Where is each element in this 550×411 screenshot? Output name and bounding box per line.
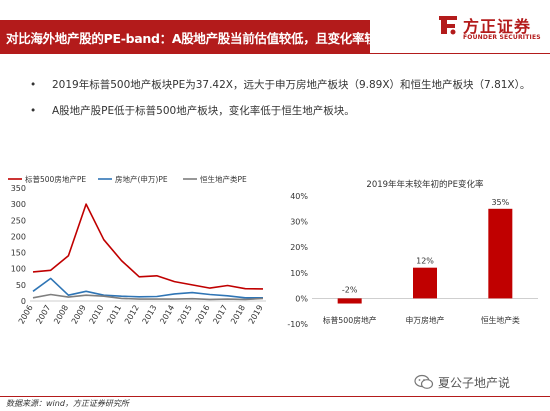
legend-label: 恒生地产类PE (200, 174, 247, 184)
y-tick-label: 150 (11, 249, 26, 258)
data-label: 35% (491, 198, 509, 207)
y-tick-label: 10% (290, 269, 308, 278)
watermark: 夏公子地产说 (414, 372, 510, 392)
watermark-text: 夏公子地产说 (438, 375, 511, 390)
chart-title: 2019年年末较年初的PE变化率 (366, 179, 484, 190)
x-tick-label: 2015 (176, 304, 194, 326)
wechat-icon (414, 374, 434, 389)
bar (337, 298, 362, 304)
y-tick-label: 200 (11, 232, 26, 241)
bullet-item: • 2019年标普500地产板块PE为37.42X，远大于申万房地产板块（9.8… (30, 78, 530, 92)
header-bar: 对比海外地产股的PE-band：A股地产股当前估值较低，且变化率较弱 方正证券 … (0, 0, 550, 54)
header-divider (370, 53, 550, 54)
bar (413, 267, 437, 299)
series-line (32, 203, 264, 290)
x-tick-label: 2009 (70, 304, 88, 326)
pe-change-bar-chart: 2019年年末较年初的PE变化率 -10% 0% 10% 20% 30% 40% -2% 标普5… (287, 179, 538, 329)
x-tick-label: 2010 (88, 304, 106, 326)
y-tick-label: 350 (11, 184, 26, 193)
title-banner (0, 20, 370, 54)
founder-logo-icon (439, 16, 457, 35)
y-tick-label: 0% (295, 294, 308, 303)
x-category-label: 标普500房地产 (323, 315, 377, 325)
y-tick-label: 250 (11, 216, 26, 225)
x-tick-label: 2018 (229, 304, 247, 326)
bullet-item: • A股地产股PE低于标普500地产板块，变化率低于恒生地产板块。 (30, 104, 530, 118)
x-tick-label: 2006 (17, 304, 35, 326)
x-tick-label: 2007 (34, 304, 52, 326)
y-tick-label: 100 (11, 265, 26, 274)
brand-name-en: FOUNDER SECURITIES (463, 34, 541, 41)
x-category-label: 申万房地产 (406, 315, 445, 325)
bullet-text: 2019年标普500地产板块PE为37.42X，远大于申万房地产板块（9.89X… (52, 79, 531, 91)
bullet-text: A股地产股PE低于标普500地产板块，变化率低于恒生地产板块。 (52, 105, 355, 117)
x-category-label: 恒生地产类 (481, 315, 520, 325)
x-tick-label: 2016 (194, 304, 212, 326)
page-title: 对比海外地产股的PE-band：A股地产股当前估值较低，且变化率较弱 (6, 31, 389, 46)
y-tick-label: 40% (290, 192, 308, 201)
x-tick-label: 2014 (158, 304, 176, 326)
footer-divider (0, 396, 550, 397)
brand-name: 方正证券 (463, 17, 532, 36)
y-tick-label: 300 (11, 200, 26, 209)
x-tick-label: 2019 (247, 304, 265, 326)
x-tick-label: 2017 (211, 304, 229, 326)
y-tick-label: 20% (290, 243, 308, 252)
legend-label: 标普500房地产PE (25, 174, 86, 184)
bullet-list: • 2019年标普500地产板块PE为37.42X，远大于申万房地产板块（9.8… (30, 78, 530, 130)
series-line (32, 293, 264, 301)
bar (488, 208, 513, 299)
legend-label: 房地产(申万)PE (115, 174, 168, 184)
pe-line-chart: 标普500房地产PE 房地产(申万)PE 恒生地产类PE 0 50 100 150 200 25… (8, 174, 266, 326)
source-note: 数据来源：wind，方正证券研究所 (6, 399, 129, 408)
bullet-marker: • (30, 79, 37, 91)
x-tick-label: 2008 (52, 304, 70, 326)
y-tick-label: -10% (287, 320, 308, 329)
bullet-marker: • (30, 105, 37, 117)
y-tick-label: 0 (21, 297, 26, 306)
series-line (32, 277, 263, 299)
x-tick-label: 2013 (141, 304, 159, 326)
data-label: -2% (342, 285, 358, 294)
data-label: 12% (416, 257, 434, 266)
x-tick-label: 2011 (105, 304, 123, 326)
brand-logo: 方正证券 FOUNDER SECURITIES (437, 12, 545, 50)
y-tick-label: 50 (16, 281, 26, 290)
x-tick-label: 2012 (123, 304, 141, 326)
y-tick-label: 30% (290, 218, 308, 227)
